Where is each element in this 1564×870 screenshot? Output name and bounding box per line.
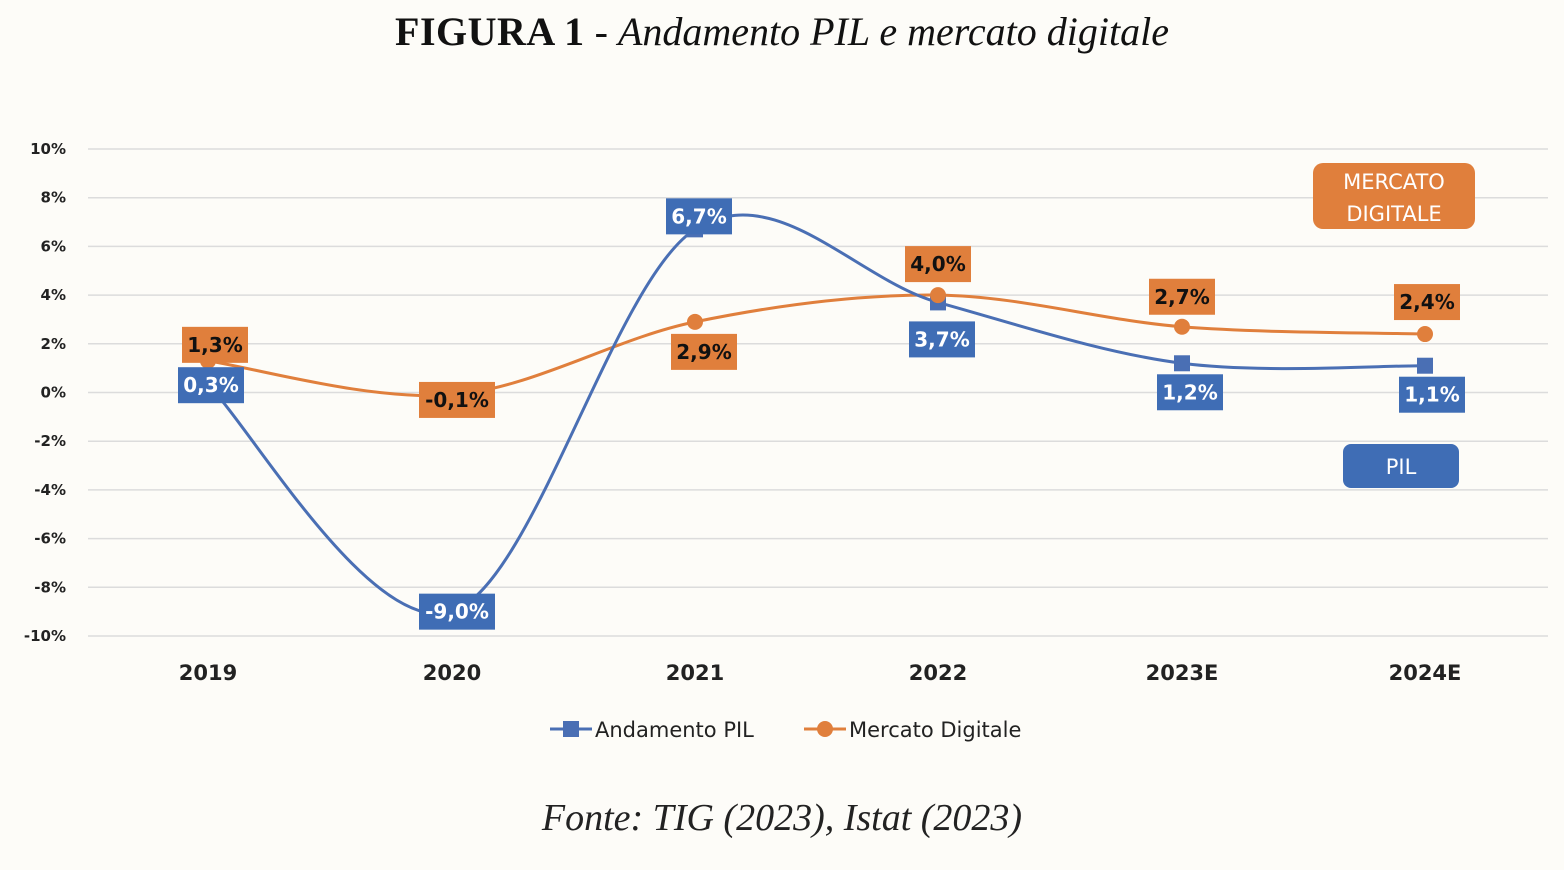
x-tick-label: 2024E bbox=[1389, 661, 1462, 685]
digitale-marker bbox=[687, 313, 703, 330]
digitale-marker bbox=[1174, 318, 1190, 335]
pil-marker bbox=[1174, 355, 1190, 372]
y-tick-label: 2% bbox=[41, 335, 66, 353]
y-tick-label: 10% bbox=[30, 140, 66, 158]
pil-data-label: 0,3% bbox=[183, 373, 238, 397]
y-tick-label: 8% bbox=[41, 189, 66, 207]
pil-tag-label: PIL bbox=[1386, 455, 1417, 479]
digitale-data-label-box bbox=[905, 246, 971, 283]
figure-subtitle: Andamento PIL e mercato digitale bbox=[617, 9, 1169, 54]
chart-legend: Andamento PIL Mercato Digitale bbox=[550, 718, 1021, 742]
series-line-mercato-digitale bbox=[207, 293, 1426, 398]
pil-data-label: 1,1% bbox=[1404, 383, 1459, 407]
y-tick-label: 4% bbox=[41, 286, 66, 304]
pil-data-label: 3,7% bbox=[914, 327, 969, 351]
pil-data-label-box bbox=[666, 198, 732, 235]
pil-data-label-box bbox=[178, 367, 244, 404]
y-tick-label: 6% bbox=[41, 237, 66, 255]
pil-data-label-box bbox=[419, 593, 495, 630]
legend-digitale-marker bbox=[817, 721, 833, 737]
figure-label: FIGURA 1 bbox=[395, 9, 585, 54]
pil-tag bbox=[1343, 444, 1459, 488]
digitale-data-label-box bbox=[419, 381, 495, 418]
pil-data-label-box bbox=[1399, 376, 1465, 413]
legend-pil-label: Andamento PIL bbox=[595, 718, 754, 742]
digitale-data-label: 4,0% bbox=[910, 252, 965, 276]
y-tick-label: -10% bbox=[24, 627, 66, 645]
y-tick-label: -8% bbox=[34, 578, 66, 596]
pil-data-label-box bbox=[909, 321, 975, 358]
series-lines bbox=[206, 213, 1426, 616]
digitale-data-label-box bbox=[1149, 278, 1215, 315]
digitale-data-label-box bbox=[1394, 284, 1460, 321]
mercato-digitale-tag bbox=[1313, 163, 1475, 229]
digitale-data-label: 2,7% bbox=[1154, 285, 1209, 309]
y-tick-label: 0% bbox=[41, 384, 66, 402]
mercato-digitale-tag-line-2: DIGITALE bbox=[1346, 202, 1441, 226]
digitale-marker bbox=[930, 287, 946, 304]
pil-data-label-box bbox=[1157, 374, 1223, 411]
digitale-data-label: 1,3% bbox=[187, 333, 242, 357]
x-tick-label: 2019 bbox=[179, 661, 237, 685]
digitale-data-label-box bbox=[671, 333, 737, 370]
digitale-data-label: 2,9% bbox=[676, 340, 731, 364]
x-axis: 2019 2020 2021 2022 2023E 2024E bbox=[179, 661, 1462, 685]
y-tick-label: -4% bbox=[34, 481, 66, 499]
pil-data-label: -9,0% bbox=[425, 600, 489, 624]
x-tick-label: 2021 bbox=[666, 661, 724, 685]
x-tick-label: 2022 bbox=[909, 661, 967, 685]
pil-data-label: 1,2% bbox=[1162, 380, 1217, 404]
pil-data-label: 6,7% bbox=[671, 204, 726, 228]
x-tick-label: 2023E bbox=[1146, 661, 1219, 685]
y-tick-label: -2% bbox=[34, 432, 66, 450]
series-tags: MERCATO DIGITALE PIL bbox=[1313, 163, 1475, 488]
data-labels: 0,3% -9,0% 6,7% 3,7% 1,2% 1,1% 1,3% -0,1% 2,9% 4,… bbox=[178, 198, 1465, 630]
digitale-data-label: 2,4% bbox=[1399, 290, 1454, 314]
series-line-andamento-pil bbox=[206, 213, 1426, 616]
digitale-data-label-box bbox=[182, 326, 248, 363]
digitale-marker bbox=[1417, 326, 1433, 343]
figure-source: Fonte: TIG (2023), Istat (2023) bbox=[541, 797, 1023, 839]
legend-pil-marker bbox=[563, 721, 579, 737]
legend-digitale-label: Mercato Digitale bbox=[849, 718, 1021, 742]
figure-title: FIGURA 1 - Andamento PIL e mercato digit… bbox=[0, 8, 1564, 55]
title-separator: - bbox=[584, 9, 618, 54]
chart-gridlines bbox=[88, 148, 1548, 637]
y-tick-label: -6% bbox=[34, 530, 66, 548]
series-markers bbox=[200, 221, 1433, 620]
y-axis: 10% 8% 6% 4% 2% 0% -2% -4% -6% -8% -10% bbox=[24, 140, 66, 645]
pil-marker bbox=[1417, 357, 1433, 374]
mercato-digitale-tag-line-1: MERCATO bbox=[1343, 170, 1445, 194]
x-tick-label: 2020 bbox=[423, 661, 481, 685]
digitale-data-label: -0,1% bbox=[425, 388, 489, 412]
